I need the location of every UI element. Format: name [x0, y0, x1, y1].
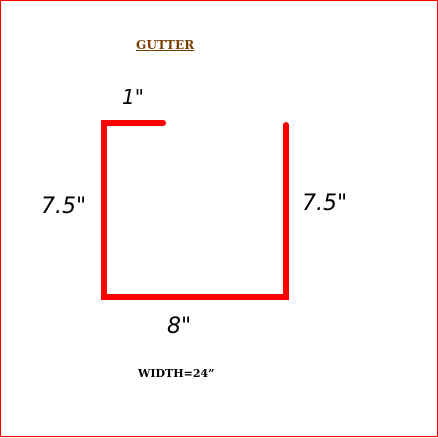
left-side-dimension: 7.5": [41, 194, 87, 219]
diagram-title: GUTTER: [136, 38, 195, 52]
width-note: WIDTH=24”: [138, 367, 215, 380]
gutter-profile-line: [101, 120, 289, 300]
top-flange-dimension: 1": [122, 85, 144, 109]
right-side-dimension: 7.5": [302, 191, 348, 216]
bottom-dimension: 8": [167, 314, 192, 339]
